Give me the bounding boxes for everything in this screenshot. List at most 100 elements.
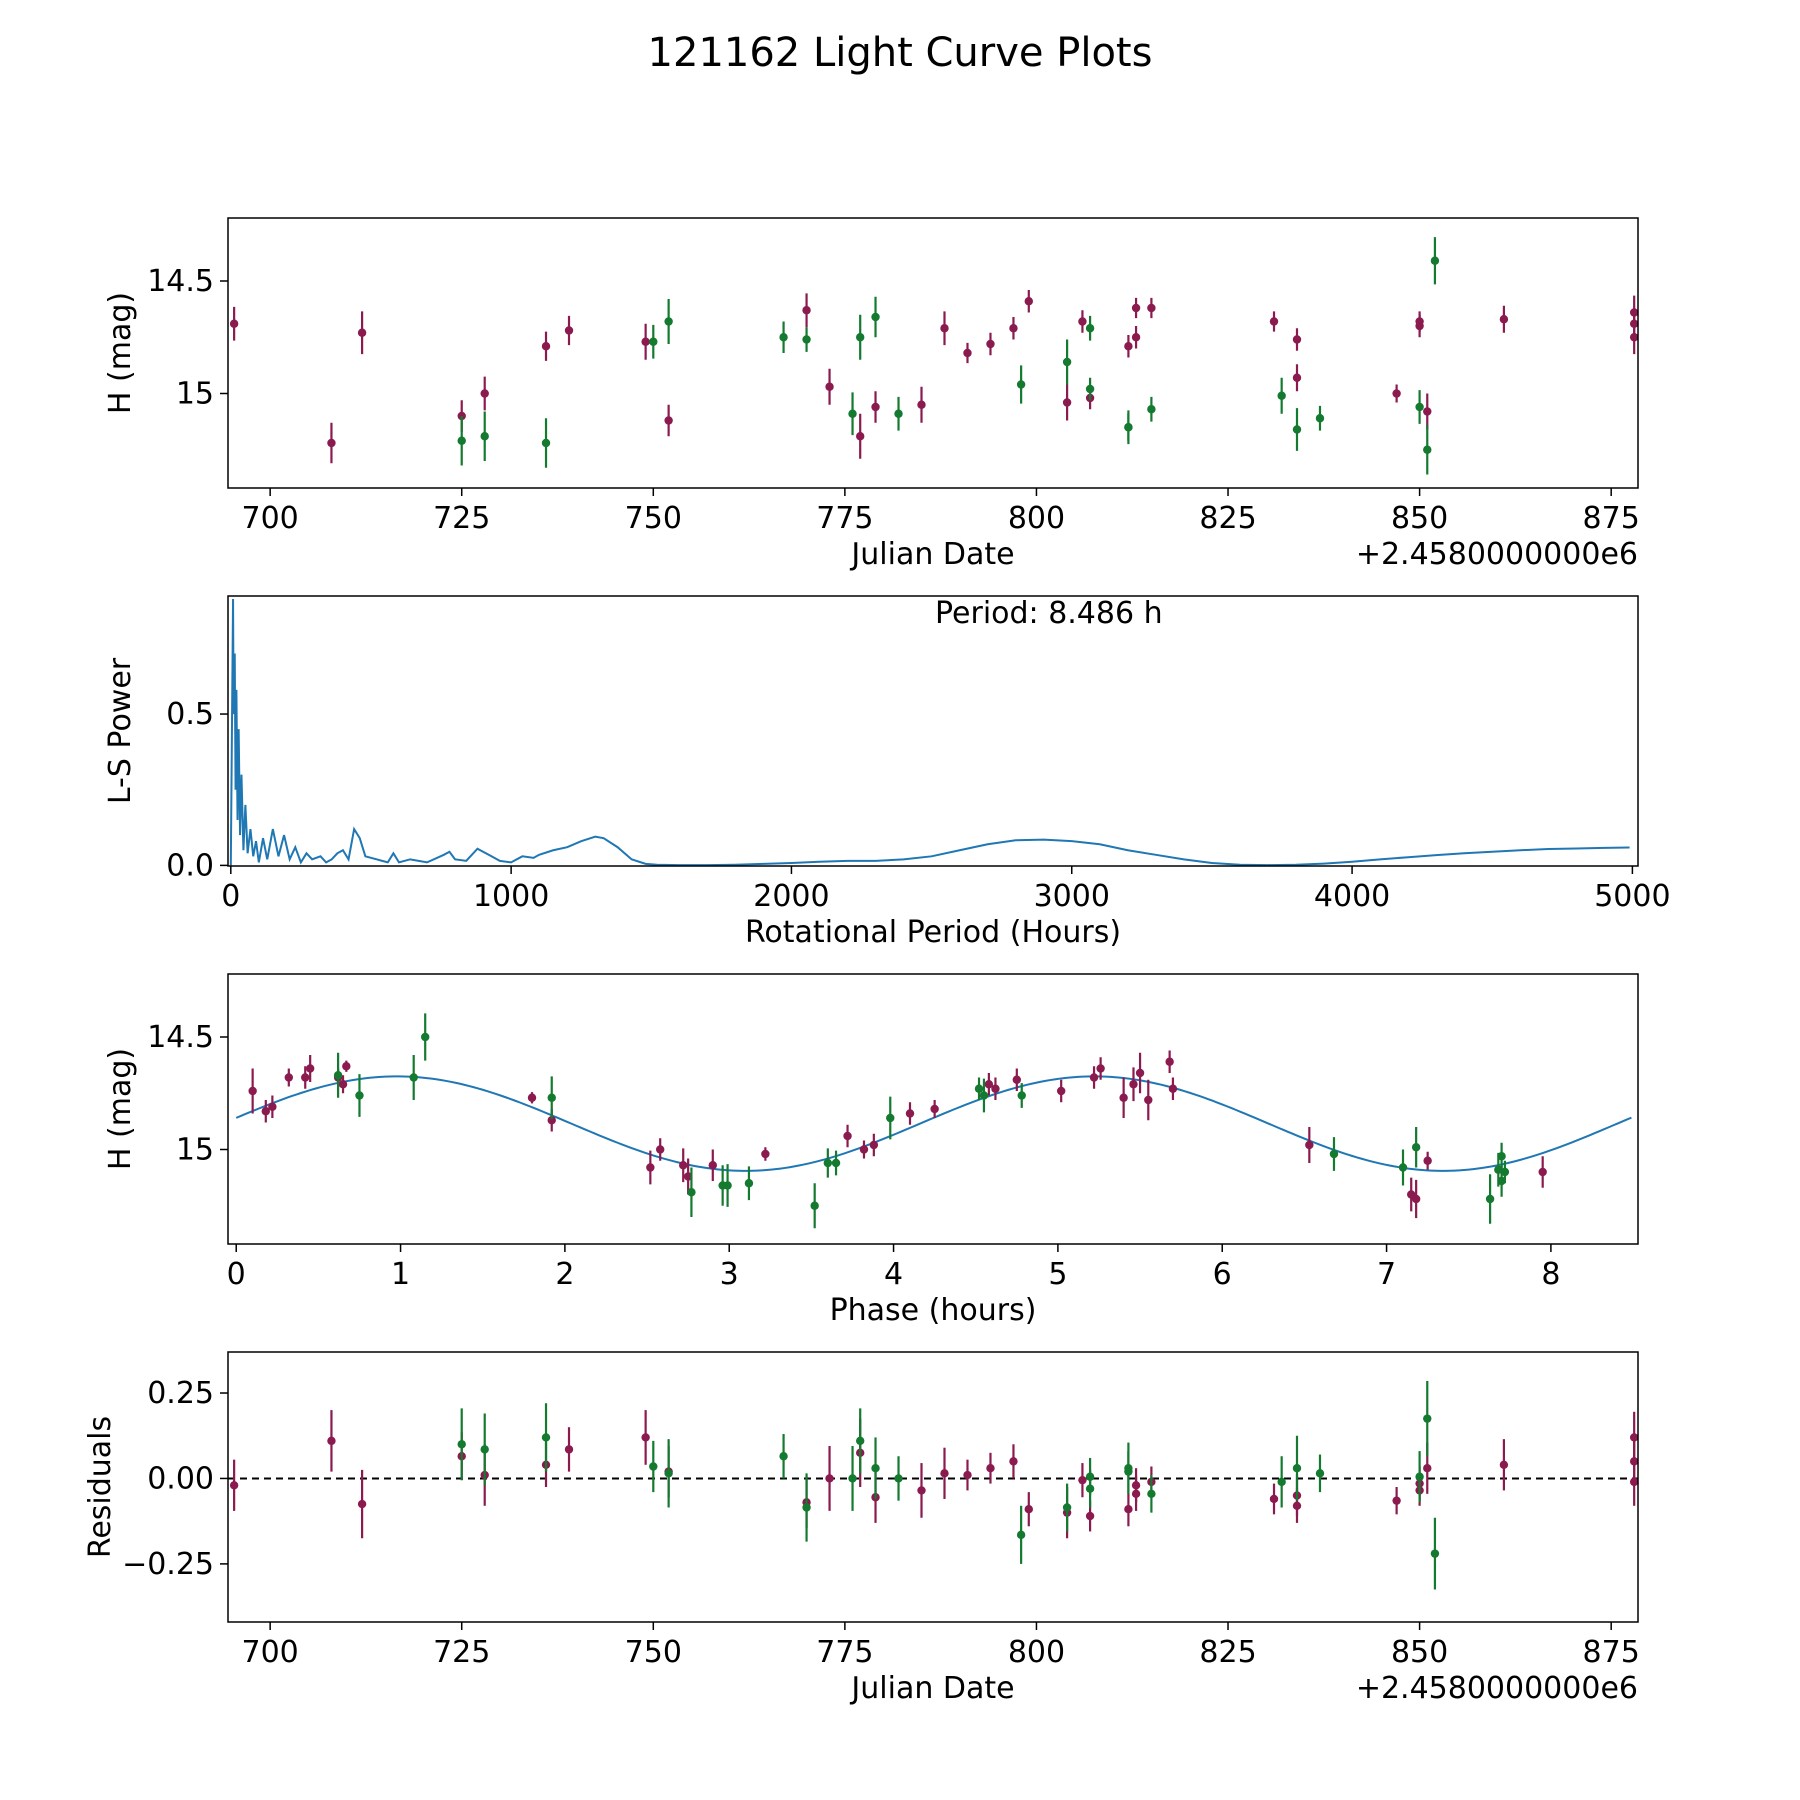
data-point [802, 306, 811, 315]
y-tick-label: 14.5 [147, 264, 214, 299]
data-point [1024, 297, 1033, 306]
data-point [1062, 398, 1072, 407]
data-point [871, 1464, 880, 1473]
data-point [708, 1161, 717, 1170]
data-layer-residuals [228, 1381, 1638, 1590]
data-point [761, 1149, 770, 1159]
panel-lightcurve: 700 725 750 775 800 825 850 875 14.5 15 Julian Dat… [103, 217, 1640, 572]
data-point [541, 1433, 551, 1442]
data-point [229, 319, 239, 328]
data-point [1024, 1505, 1033, 1514]
x-tick-label: 6 [1213, 1257, 1232, 1292]
figure-title: 121162 Light Curve Plots [648, 30, 1153, 76]
data-point [301, 1073, 310, 1082]
x-tick-label: 2 [555, 1257, 574, 1292]
data-point [1398, 1163, 1408, 1172]
data-point [649, 1462, 658, 1471]
data-point [1131, 1489, 1141, 1499]
data-point [856, 1436, 865, 1446]
x-tick-label: 825 [1199, 1635, 1256, 1670]
axes-frame-phased [227, 973, 1639, 1245]
x-axis-label: Phase (hours) [830, 1293, 1037, 1328]
data-point [1315, 1469, 1325, 1478]
data-point [1415, 1472, 1424, 1481]
y-tick-label: −0.25 [122, 1547, 214, 1582]
x-tick-label: 850 [1391, 1635, 1448, 1670]
data-point [1497, 1176, 1506, 1186]
data-point [547, 1116, 556, 1125]
data-point [342, 1062, 351, 1071]
data-point [859, 1145, 869, 1154]
axes-frame-periodogram [227, 595, 1639, 867]
y-tick-label: 15 [176, 1133, 214, 1168]
data-point [856, 432, 865, 441]
data-point [261, 1107, 270, 1116]
data-point [825, 1474, 834, 1483]
x-offset-label: +2.4580000000e6 [1356, 537, 1638, 572]
data-point [1056, 1086, 1066, 1096]
data-point [825, 382, 834, 391]
data-point [802, 335, 811, 344]
data-point [1168, 1084, 1178, 1093]
data-point [1269, 1494, 1279, 1504]
axes-frame-lightcurve [227, 217, 1639, 489]
y-axis-label: H (mag) [103, 1048, 138, 1170]
data-point [886, 1113, 895, 1123]
x-tick-label: 4000 [1314, 879, 1390, 914]
data-point [1423, 407, 1432, 416]
x-tick-label: 725 [433, 1635, 490, 1670]
data-point [1315, 414, 1325, 423]
axes-frame-residuals [227, 1351, 1639, 1623]
data-point [1629, 308, 1638, 317]
data-point [457, 1440, 466, 1449]
x-tick-label: 875 [1583, 1635, 1640, 1670]
x-tick-label: 5000 [1594, 879, 1670, 914]
data-point [1096, 1064, 1105, 1073]
data-point [810, 1201, 819, 1210]
data-point [991, 1084, 1000, 1093]
data-point [1423, 1464, 1432, 1473]
data-point [229, 1481, 239, 1490]
data-point [1500, 1167, 1510, 1177]
y-tick-label: 0.00 [147, 1461, 214, 1496]
data-layer-phased [235, 1013, 1632, 1229]
data-point [1329, 1149, 1339, 1159]
data-point [905, 1109, 915, 1118]
data-point [871, 312, 880, 322]
data-point [1062, 357, 1072, 367]
data-point [541, 342, 551, 351]
panel-residuals: 700 725 750 775 800 825 850 875 −0.25 0.00 0.25 Jul… [83, 1351, 1640, 1706]
data-point [1629, 1477, 1638, 1487]
data-point [986, 339, 995, 349]
data-point [869, 1140, 879, 1150]
data-point [1292, 335, 1302, 344]
data-point [823, 1158, 833, 1168]
data-point [1085, 384, 1095, 394]
data-point [1129, 1080, 1138, 1089]
x-tick-label: 800 [1008, 501, 1065, 536]
data-point [480, 1445, 489, 1454]
data-point [1494, 1165, 1503, 1174]
data-point [979, 1091, 989, 1100]
x-tick-label: 825 [1199, 501, 1256, 536]
data-point [917, 400, 926, 409]
data-point [355, 1091, 364, 1100]
data-point [409, 1073, 418, 1082]
x-tick-label: 1000 [473, 879, 549, 914]
data-point [779, 1452, 788, 1461]
data-point [327, 1436, 336, 1446]
data-point [1292, 373, 1302, 382]
data-point [284, 1073, 294, 1082]
data-point [1497, 1152, 1506, 1161]
x-tick-label: 775 [816, 1635, 873, 1670]
data-point [421, 1032, 430, 1042]
y-tick-label: 0.25 [147, 1376, 214, 1411]
data-point [1423, 445, 1432, 454]
series-filter-2 [457, 237, 1440, 475]
data-point [940, 324, 949, 333]
data-point [963, 1470, 972, 1480]
data-point [1277, 1477, 1286, 1487]
data-point [1292, 1464, 1302, 1473]
